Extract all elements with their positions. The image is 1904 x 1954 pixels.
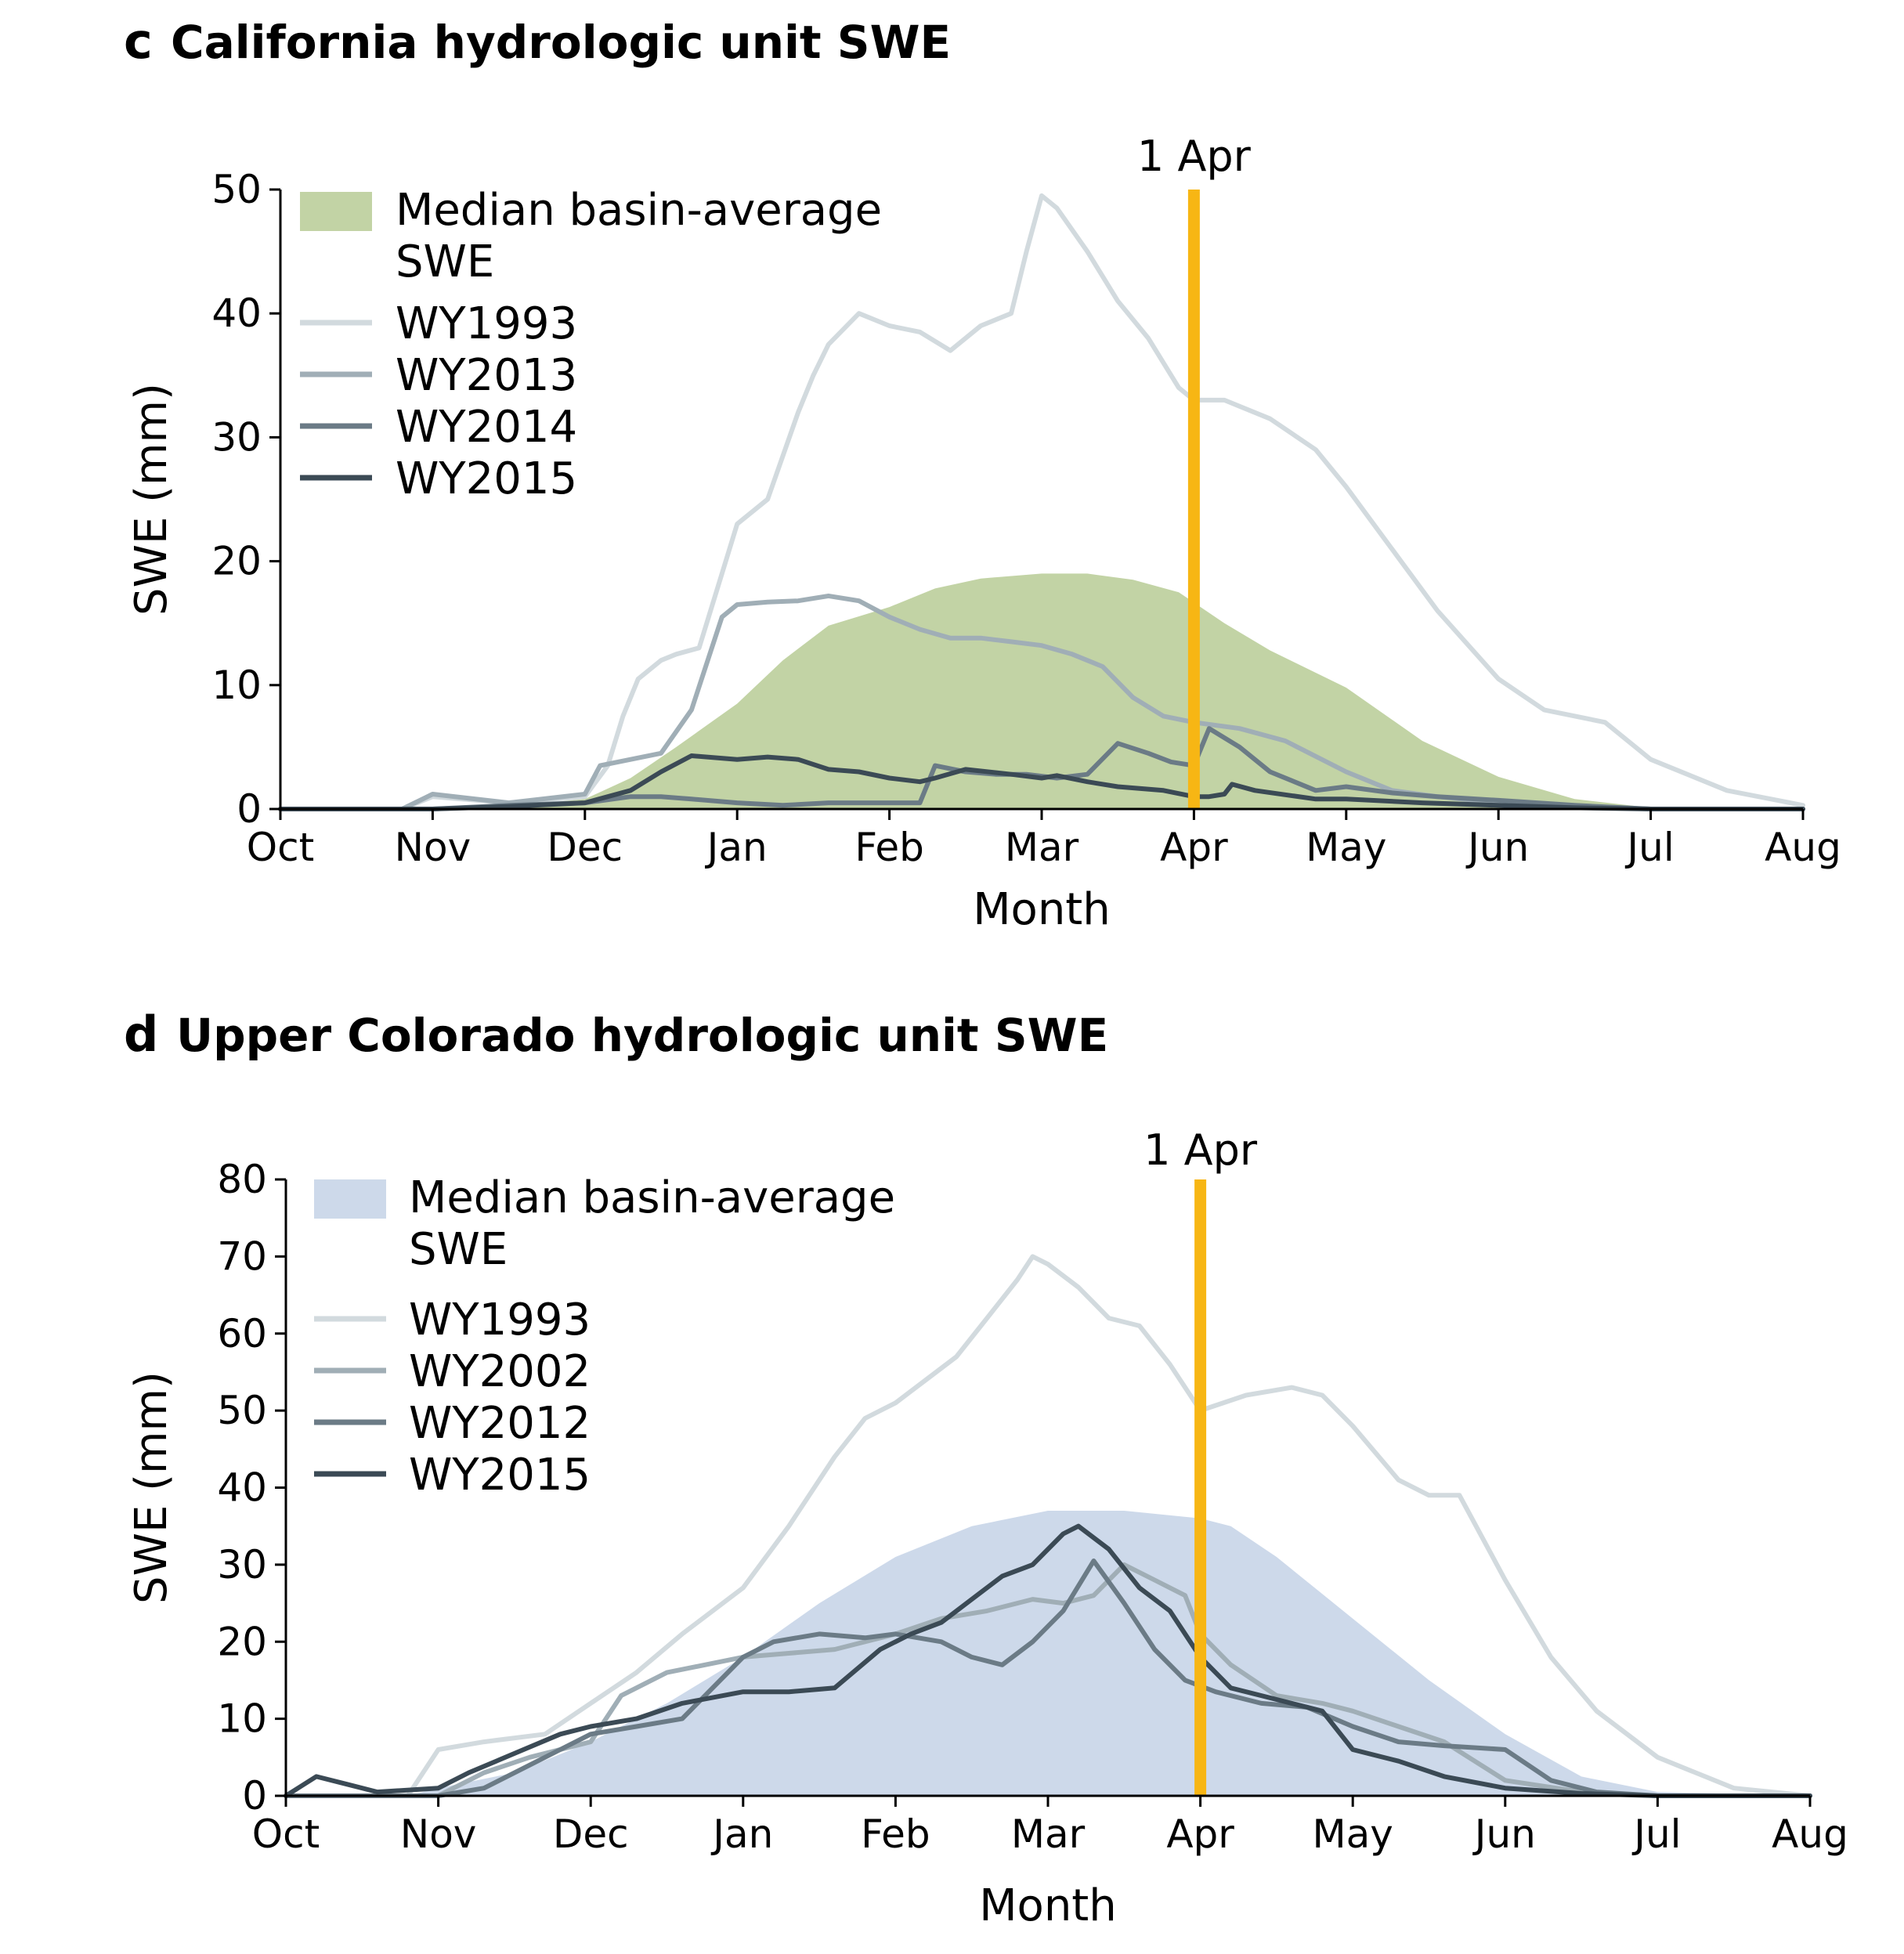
panel-d-x-tick-label: May	[1313, 1811, 1393, 1857]
panel-c-y-tick-label: 20	[211, 539, 262, 584]
panel-d-line-wy2012	[284, 1559, 1812, 1798]
panel-c-legend-label-median: Median basin-average	[396, 185, 882, 236]
panel-d-x-tick-label: Jan	[710, 1811, 773, 1857]
panel-c-median-area	[280, 573, 1803, 809]
panel-d-x-axis-title: Month	[979, 1880, 1117, 1931]
panel-d-y-tick-label: 0	[242, 1773, 267, 1819]
panel-c-x-tick-label: Apr	[1160, 825, 1228, 870]
panel-d-legend-label-wy1993: WY1993	[409, 1295, 591, 1345]
panel-c-x-tick-label: Aug	[1765, 825, 1841, 870]
panel-d-y-tick-label: 80	[217, 1157, 267, 1202]
panel-d-title: Upper Colorado hydrologic unit SWE	[176, 1009, 1108, 1062]
panel-d-y-tick-label: 70	[217, 1233, 267, 1279]
panel-d-x-tick-label: Oct	[252, 1811, 320, 1857]
panel-c-y-tick-label: 40	[211, 291, 262, 336]
panel-d-legend-swatch-median	[314, 1179, 386, 1219]
panel-c-y-axis-title: SWE (mm)	[126, 383, 177, 616]
panel-d-y-tick-label: 40	[217, 1465, 267, 1511]
panel-d-plot: 1 Apr 0 10 20 30 40 50 60 70 80 Oct Nov Dec Jan Feb Mar…	[126, 1125, 1848, 1931]
panel-d-x-tick-label: Dec	[553, 1811, 629, 1857]
panel-d-y-tick-label: 60	[217, 1311, 267, 1356]
panel-d-x-tick-label: Mar	[1011, 1811, 1086, 1857]
panel-c-y-tick-label: 10	[211, 663, 262, 708]
panel-c-legend-label-wy2013: WY2013	[396, 350, 577, 401]
panel-c-x-tick-label: May	[1306, 825, 1386, 870]
panel-d-x-tick-label: Jul	[1631, 1811, 1681, 1857]
panel-d-y-tick-label: 20	[217, 1619, 267, 1664]
panel-d-april-1-label: 1 Apr	[1143, 1125, 1258, 1175]
panel-c-x-axis-title: Month	[973, 884, 1111, 935]
panel-c-x-tick-label: Jan	[705, 825, 768, 870]
panel-d-x-tick-label: Nov	[400, 1811, 477, 1857]
panel-c-line-wy2014	[278, 726, 1805, 811]
panel-d-legend: Median basin-averageSWEWY1993WY2002WY201…	[314, 1172, 895, 1501]
panel-d-line-wy2002	[284, 1562, 1812, 1798]
panel-d-y-tick-label: 50	[217, 1388, 267, 1433]
panel-d-legend-label-median-line2: SWE	[409, 1224, 508, 1275]
panel-c-legend-label-wy2014: WY2014	[396, 402, 577, 453]
panel-c-x-tick-label: Oct	[247, 825, 314, 870]
panel-c-y-tick-label: 50	[211, 167, 262, 212]
panel-d-y-axis-title: SWE (mm)	[126, 1371, 177, 1604]
panel-d-line-wy1993	[284, 1254, 1812, 1798]
panel-d-legend-label-wy2015: WY2015	[409, 1450, 591, 1501]
panel-c-line-wy2013	[278, 593, 1805, 811]
panel-d-x-tick-label: Apr	[1166, 1811, 1234, 1857]
panel-c: c California hydrologic unit SWE 1 Apr01…	[124, 13, 1841, 935]
panel-c-x-tick-label: Feb	[854, 825, 924, 870]
panel-d-y-tick-label: 30	[217, 1542, 267, 1587]
panel-c-legend-label-wy2015: WY2015	[396, 453, 577, 504]
panel-c-legend: Median basin-averageSWEWY1993WY2013WY201…	[300, 185, 882, 504]
panel-c-legend-label-wy1993: WY1993	[396, 298, 577, 349]
panel-c-legend-swatch-median	[300, 192, 372, 231]
panel-c-plot: 1 Apr 0 10 20 30 40 50 Oct Nov Dec Jan Feb Mar Apr May…	[126, 132, 1841, 935]
panel-d-legend-label-wy2002: WY2002	[409, 1346, 591, 1397]
panel-c-title: California hydrologic unit SWE	[171, 16, 951, 69]
panel-d-median-area	[286, 1511, 1810, 1796]
panel-c-april-1-label: 1 Apr	[1137, 132, 1252, 181]
panel-c-x-tick-label: Mar	[1005, 825, 1079, 870]
panel-d-x-tick-label: Jun	[1472, 1811, 1536, 1857]
panel-c-line-wy2015	[278, 753, 1805, 811]
panel-d-legend-label-median: Median basin-average	[409, 1172, 895, 1223]
panel-c-y-tick-label: 0	[237, 786, 262, 832]
panel-d: d Upper Colorado hydrologic unit SWE 1 A…	[124, 1006, 1848, 1931]
panel-c-line-wy1993	[278, 193, 1805, 811]
panel-c-x-tick-label: Jun	[1465, 825, 1529, 870]
panel-c-x-tick-label: Dec	[547, 825, 623, 870]
panel-c-y-tick-label: 30	[211, 414, 262, 460]
panel-c-x-tick-label: Nov	[395, 825, 471, 870]
panel-d-x-tick-label: Aug	[1772, 1811, 1848, 1857]
panel-letter-c: c	[124, 13, 153, 70]
panel-c-x-tick-label: Jul	[1624, 825, 1674, 870]
panel-d-legend-label-wy2012: WY2012	[409, 1398, 591, 1449]
panel-letter-d: d	[124, 1006, 158, 1063]
panel-d-line-wy2015	[284, 1523, 1812, 1798]
panel-d-x-tick-label: Feb	[861, 1811, 930, 1857]
panel-c-legend-label-median-line2: SWE	[396, 237, 494, 287]
panel-d-y-tick-label: 10	[217, 1696, 267, 1742]
